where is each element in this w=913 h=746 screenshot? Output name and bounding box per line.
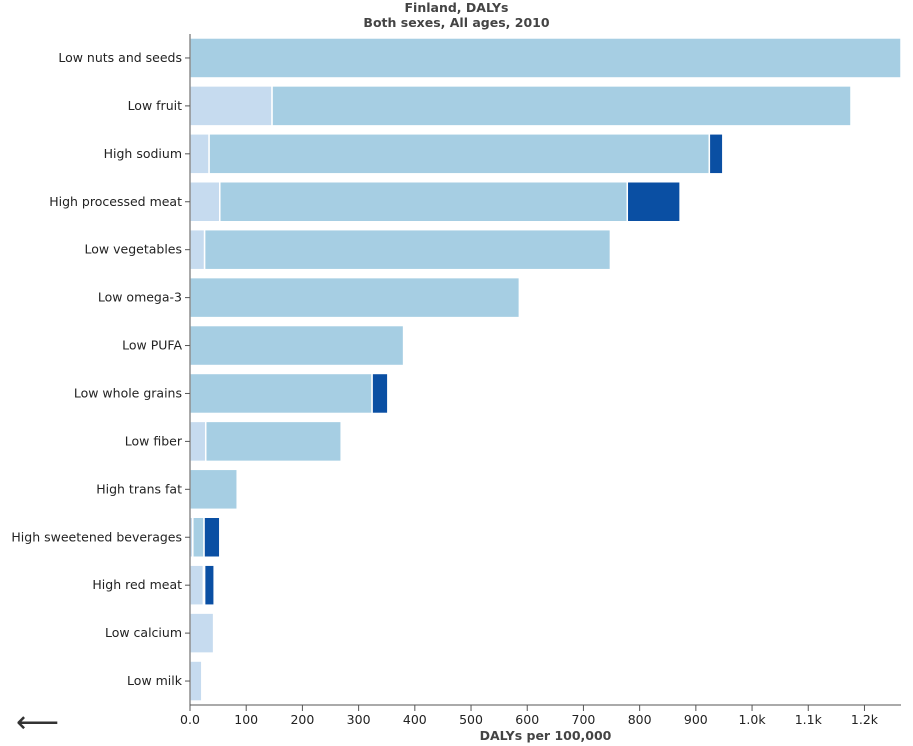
bar-segment [189,85,273,127]
bar-segment [203,564,215,606]
bar-segment [189,276,521,319]
bar-segment [189,372,373,415]
bar-segment [189,133,210,175]
x-tick-label: 600 [515,712,539,727]
category-label: Low fiber [125,433,183,448]
category-label: Low omega-3 [98,290,182,305]
x-tick-label: 900 [684,712,708,727]
category-label: Low vegetables [85,242,182,257]
category-label: Low whole grains [74,385,182,400]
bar-segment [203,516,221,558]
x-tick-label: 700 [572,712,596,727]
x-tick-label: 300 [347,712,371,727]
back-arrow-icon[interactable]: ⟵ [16,705,60,740]
category-label: High sodium [104,146,182,161]
x-tick-label: 0.0 [180,712,200,727]
bar-segment [189,660,203,702]
bar-segment [708,133,724,175]
bar-segment [189,181,221,223]
category-label: High processed meat [49,194,182,209]
x-tick-label: 400 [403,712,427,727]
category-label: Low nuts and seeds [58,50,182,65]
x-tick-label: 1.2k [851,712,879,727]
x-tick-label: 1.1k [795,712,823,727]
bar-segment [192,516,205,558]
bar-segment [626,181,681,223]
bar-segment [189,468,238,511]
category-label: Low PUFA [122,338,182,353]
category-label: Low calcium [105,625,182,640]
x-tick-label: 800 [628,712,652,727]
x-tick-label: 500 [459,712,483,727]
x-tick-label: 1.0k [738,712,766,727]
chart-subtitle: Both sexes, All ages, 2010 [363,15,550,30]
bar-segment [189,420,207,463]
x-tick-label: 200 [290,712,314,727]
bar-segment [219,181,629,223]
category-label: High trans fat [96,481,182,496]
bar-segment [208,133,711,175]
bar-segment [189,37,902,79]
bar-segment [371,372,389,415]
chart-title: Finland, DALYs [404,0,509,15]
bar-segment [189,324,405,367]
bar-segment [204,420,342,463]
category-label: Low milk [127,673,183,688]
category-label: High sweetened beverages [11,529,182,544]
bar-segment [271,85,852,127]
x-tick-label: 100 [234,712,258,727]
category-label: High red meat [92,577,182,592]
category-label: Low fruit [128,98,183,113]
bar-segment [189,228,206,271]
x-axis-title: DALYs per 100,000 [480,728,612,743]
bar-segment [203,228,612,271]
bar-segment [189,564,205,606]
bar-segment [189,612,215,654]
